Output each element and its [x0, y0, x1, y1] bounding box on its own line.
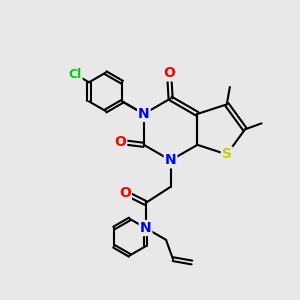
Text: O: O	[114, 135, 126, 149]
Text: N: N	[138, 107, 150, 121]
Text: N: N	[140, 221, 152, 235]
Text: S: S	[222, 147, 232, 161]
Text: N: N	[165, 153, 176, 167]
Text: O: O	[163, 66, 175, 80]
Text: Cl: Cl	[68, 68, 82, 81]
Text: O: O	[119, 186, 131, 200]
